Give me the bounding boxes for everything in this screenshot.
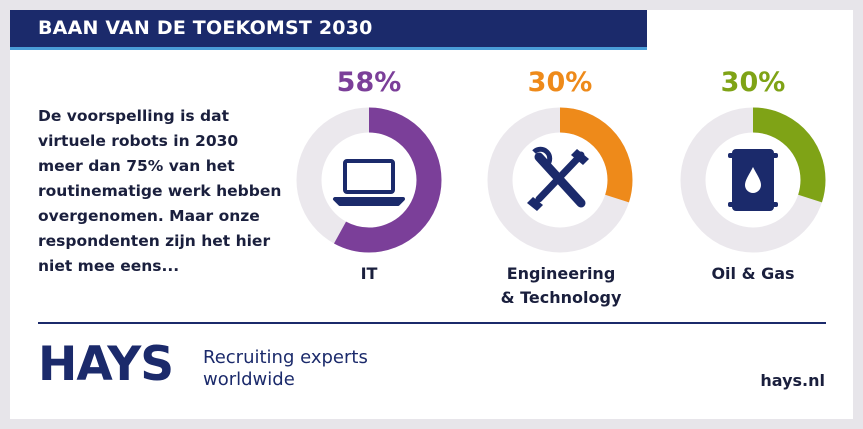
category-label-engineering: Engineering & Technology — [461, 262, 661, 310]
intro-line: niet mee eens... — [38, 257, 180, 275]
donut-arc-engineering — [487, 107, 633, 253]
footer-divider — [38, 322, 826, 324]
intro-line: respondenten zijn het hier — [38, 232, 271, 250]
value-label-engineering: 30% — [527, 67, 593, 98]
category-label-it: IT — [269, 262, 469, 286]
banner-title: BAAN VAN DE TOEKOMST 2030 — [38, 17, 373, 39]
donut-arc-it — [296, 107, 442, 253]
intro-line: De voorspelling is dat — [38, 107, 230, 125]
wrench-screwdriver-icon — [527, 146, 589, 211]
website-label[interactable]: hays.nl — [760, 371, 825, 390]
donut-arc-oil-gas — [680, 107, 826, 253]
tagline-line: worldwide — [203, 369, 295, 390]
intro-text: De voorspelling is dat virtuele robots i… — [38, 104, 298, 279]
donut-chart-oil-gas — [680, 107, 826, 253]
title-banner: BAAN VAN DE TOEKOMST 2030 — [10, 10, 647, 50]
intro-line: virtuele robots in 2030 — [38, 132, 239, 150]
hays-logo: HAYS — [38, 337, 174, 392]
donut-chart-it — [296, 107, 442, 253]
oil-barrel-icon — [728, 149, 778, 211]
donut-chart-engineering — [487, 107, 633, 253]
category-label-line: Engineering — [506, 264, 616, 283]
category-label-line: & Technology — [500, 288, 622, 307]
category-label-line: Oil & Gas — [711, 264, 795, 283]
category-label-line: IT — [360, 264, 378, 283]
tagline-line: Recruiting experts — [203, 347, 368, 368]
laptop-icon — [333, 159, 405, 206]
tagline: Recruiting experts worldwide — [203, 347, 368, 391]
value-label-oil-gas: 30% — [720, 67, 786, 98]
intro-line: meer dan 75% van het — [38, 157, 235, 175]
intro-line: overgenomen. Maar onze — [38, 207, 260, 225]
category-label-oil-gas: Oil & Gas — [653, 262, 853, 286]
intro-line: routinematige werk hebben — [38, 182, 282, 200]
value-label-it: 58% — [336, 67, 402, 98]
